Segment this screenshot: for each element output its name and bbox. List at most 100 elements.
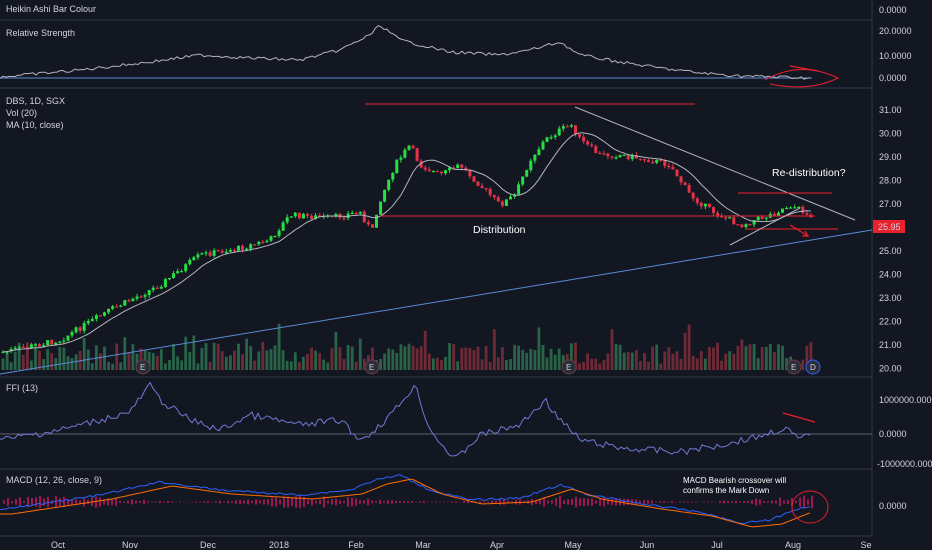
price-scale-tick: 31.00	[879, 105, 902, 115]
price-scale-tick: 29.00	[879, 152, 902, 162]
candle-body	[192, 257, 196, 261]
candle-body	[431, 170, 435, 173]
candle-body	[155, 287, 159, 289]
volume-bar	[724, 353, 728, 370]
macd-histogram-bar	[447, 501, 449, 503]
price-scale-tick: 24.00	[879, 270, 902, 280]
macd-histogram-bar	[27, 496, 29, 508]
heikin-scale-value: 0.0000	[879, 5, 907, 15]
volume-bar	[371, 347, 374, 370]
macd-histogram-bar	[343, 501, 345, 504]
candle-body	[21, 346, 25, 348]
macd-histogram-bar	[255, 499, 257, 505]
volume-bar	[54, 358, 58, 370]
volume-bar	[639, 361, 642, 370]
macd-histogram-bar	[347, 497, 349, 507]
macd-histogram-bar	[735, 500, 737, 504]
macd-histogram-bar	[811, 495, 813, 509]
volume-bar	[342, 359, 346, 370]
candle-body	[691, 192, 695, 199]
volume-bar	[533, 350, 537, 370]
candle-body	[703, 203, 707, 207]
macd-histogram-bar	[323, 496, 325, 508]
candle-body	[492, 195, 496, 198]
macd-histogram-bar	[359, 500, 361, 504]
volume-bar	[590, 358, 594, 370]
volume-bar	[273, 345, 277, 370]
macd-histogram-bar	[611, 498, 613, 506]
macd-histogram-bar	[627, 498, 629, 505]
volume-bar	[350, 346, 354, 370]
candle-body	[29, 344, 33, 348]
macd-histogram-bar	[651, 500, 653, 504]
volume-bar	[346, 344, 350, 370]
price-scale-tick: 23.00	[879, 293, 902, 303]
macd-histogram-bar	[443, 501, 445, 503]
candle-body	[253, 244, 257, 246]
macd-histogram-bar	[295, 496, 297, 508]
volume-bar	[736, 346, 740, 370]
macd-histogram-bar	[331, 499, 333, 505]
macd-histogram-bar	[231, 501, 233, 503]
macd-histogram-bar	[771, 500, 773, 504]
macd-histogram-bar	[135, 500, 137, 504]
candle-body	[366, 222, 370, 225]
macd-histogram-bar	[23, 501, 25, 503]
macd-histogram-bar	[327, 500, 329, 504]
volume-bar	[135, 353, 139, 370]
rs-scale-tick: 20.0000	[879, 26, 912, 36]
volume-bar	[557, 348, 561, 370]
volume-bar	[196, 363, 200, 370]
candle-body	[163, 279, 167, 287]
candle-body	[127, 300, 131, 302]
candle-body	[772, 214, 776, 216]
volume-bar	[663, 351, 667, 370]
candle-body	[509, 196, 512, 200]
volume-bar	[553, 354, 557, 370]
candle-body	[391, 172, 395, 180]
volume-bar	[184, 336, 188, 370]
candle-body	[98, 315, 102, 317]
volume-bar	[111, 363, 114, 370]
macd-histogram-bar	[299, 495, 301, 509]
macd-histogram-bar	[111, 498, 113, 506]
volume-bar	[249, 346, 253, 370]
volume-bar	[172, 344, 175, 370]
macd-histogram-bar	[119, 501, 121, 503]
macd-histogram-bar	[163, 501, 165, 503]
volume-bar	[354, 362, 358, 370]
volume-bar	[42, 359, 45, 370]
macd-histogram-bar	[151, 501, 153, 503]
volume-bar	[318, 353, 322, 370]
candle-body	[488, 188, 492, 195]
volume-bar	[391, 349, 395, 370]
candle-body	[419, 160, 423, 168]
volume-bar	[34, 343, 37, 370]
macd-histogram-bar	[171, 501, 173, 503]
volume-bar	[326, 362, 330, 370]
volume-bar	[82, 338, 86, 370]
event-marker	[135, 359, 151, 375]
macd-histogram-bar	[235, 500, 237, 504]
time-axis-label: Mar	[415, 540, 431, 550]
candle-body	[618, 155, 622, 158]
candle-body	[94, 315, 98, 319]
volume-bar	[513, 344, 516, 370]
candle-body	[561, 126, 565, 129]
macd-histogram-bar	[211, 501, 213, 503]
time-axis-label: Apr	[490, 540, 504, 550]
candle-body	[557, 128, 561, 136]
candle-body	[13, 347, 17, 349]
candle-body	[622, 154, 626, 156]
volume-bar	[403, 346, 407, 370]
candle-body	[273, 236, 277, 238]
volume-bar	[488, 361, 492, 370]
volume-bar	[740, 339, 744, 370]
candle-body	[415, 148, 419, 161]
volume-bar	[269, 349, 273, 370]
macd-histogram-bar	[243, 500, 245, 504]
candle-body	[17, 346, 21, 348]
candle-body	[38, 344, 41, 347]
macd-histogram-bar	[43, 498, 45, 506]
macd-histogram-bar	[543, 497, 545, 507]
